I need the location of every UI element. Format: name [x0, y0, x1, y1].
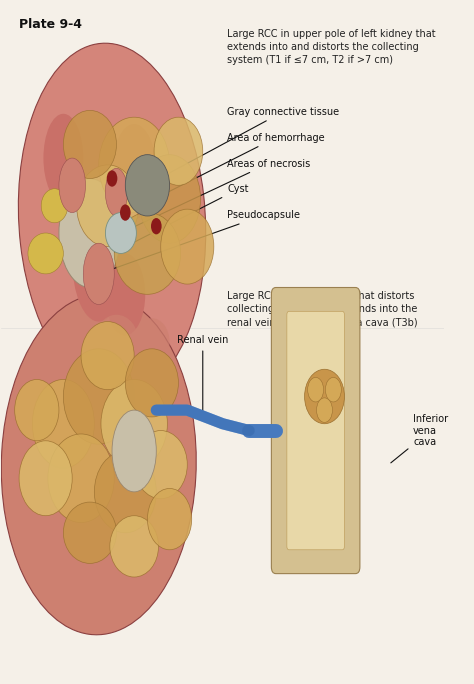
- Ellipse shape: [94, 315, 138, 369]
- Circle shape: [107, 170, 118, 187]
- Ellipse shape: [44, 114, 83, 202]
- Ellipse shape: [37, 502, 72, 564]
- Ellipse shape: [64, 110, 117, 179]
- Ellipse shape: [305, 369, 345, 424]
- Text: Large RCC in upper pole of left kidney that
extends into and distorts the collec: Large RCC in upper pole of left kidney t…: [227, 29, 436, 65]
- Ellipse shape: [105, 168, 128, 216]
- Circle shape: [120, 205, 131, 221]
- Ellipse shape: [64, 349, 134, 444]
- Ellipse shape: [28, 335, 64, 417]
- Ellipse shape: [48, 434, 114, 523]
- Text: Gray connective tissue: Gray connective tissue: [156, 107, 339, 180]
- Ellipse shape: [114, 213, 181, 294]
- Ellipse shape: [134, 533, 170, 588]
- Ellipse shape: [154, 117, 203, 185]
- Ellipse shape: [138, 155, 201, 244]
- Ellipse shape: [94, 451, 156, 533]
- Ellipse shape: [59, 179, 121, 287]
- Text: Inferior
vena
cava: Inferior vena cava: [391, 414, 448, 463]
- Ellipse shape: [83, 244, 114, 304]
- Ellipse shape: [110, 516, 158, 577]
- Text: Renal vein: Renal vein: [177, 335, 228, 411]
- Ellipse shape: [28, 233, 64, 274]
- Text: Cyst: Cyst: [115, 185, 249, 252]
- Ellipse shape: [134, 318, 170, 366]
- Text: Pseudocapsule: Pseudocapsule: [101, 210, 300, 273]
- Ellipse shape: [59, 158, 85, 213]
- Ellipse shape: [105, 254, 145, 335]
- Ellipse shape: [112, 124, 156, 220]
- FancyBboxPatch shape: [272, 287, 360, 574]
- Circle shape: [317, 398, 332, 423]
- Ellipse shape: [81, 321, 134, 390]
- Text: Plate 9-4: Plate 9-4: [19, 18, 82, 31]
- Circle shape: [308, 378, 324, 402]
- Ellipse shape: [99, 117, 170, 213]
- Ellipse shape: [77, 165, 138, 247]
- Ellipse shape: [72, 199, 125, 321]
- Ellipse shape: [161, 209, 214, 284]
- Ellipse shape: [64, 502, 117, 564]
- Ellipse shape: [147, 488, 191, 550]
- Text: Areas of necrosis: Areas of necrosis: [123, 159, 310, 232]
- Ellipse shape: [41, 189, 68, 223]
- Ellipse shape: [32, 380, 94, 468]
- Ellipse shape: [19, 440, 72, 516]
- Ellipse shape: [112, 410, 156, 492]
- Circle shape: [151, 218, 162, 235]
- Text: Area of hemorrhage: Area of hemorrhage: [137, 133, 325, 208]
- Ellipse shape: [18, 43, 206, 395]
- FancyBboxPatch shape: [287, 311, 345, 550]
- Ellipse shape: [101, 380, 167, 468]
- Text: Large RCC in right kidney that distorts
collecting system and extends into the
r: Large RCC in right kidney that distorts …: [227, 291, 418, 328]
- Ellipse shape: [134, 430, 187, 499]
- Ellipse shape: [125, 155, 170, 216]
- Ellipse shape: [105, 213, 137, 254]
- Circle shape: [325, 378, 341, 402]
- Ellipse shape: [1, 294, 196, 635]
- Ellipse shape: [125, 349, 178, 417]
- Text: Extension of
renal tumor: Extension of renal tumor: [294, 324, 355, 370]
- Ellipse shape: [15, 380, 59, 440]
